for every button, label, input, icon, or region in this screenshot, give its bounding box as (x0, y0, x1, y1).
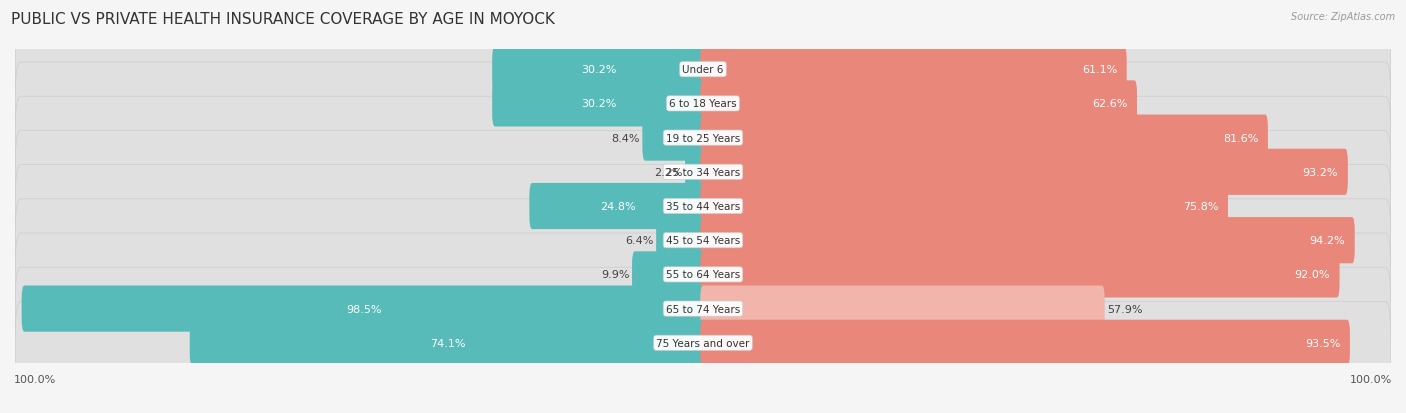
FancyBboxPatch shape (700, 252, 1340, 298)
Text: 93.5%: 93.5% (1305, 338, 1340, 348)
Text: 24.8%: 24.8% (600, 202, 636, 211)
FancyBboxPatch shape (15, 63, 1391, 145)
FancyBboxPatch shape (190, 320, 706, 366)
Text: Under 6: Under 6 (682, 65, 724, 75)
FancyBboxPatch shape (700, 320, 1350, 366)
Text: 100.0%: 100.0% (1350, 374, 1392, 384)
FancyBboxPatch shape (15, 301, 1391, 384)
FancyBboxPatch shape (700, 183, 1227, 230)
FancyBboxPatch shape (15, 233, 1391, 316)
Text: 55 to 64 Years: 55 to 64 Years (666, 270, 740, 280)
Text: 2.2%: 2.2% (654, 167, 682, 177)
Text: 8.4%: 8.4% (612, 133, 640, 143)
Text: 61.1%: 61.1% (1081, 65, 1116, 75)
FancyBboxPatch shape (15, 29, 1391, 112)
FancyBboxPatch shape (685, 150, 706, 195)
FancyBboxPatch shape (700, 115, 1268, 161)
FancyBboxPatch shape (700, 218, 1355, 263)
FancyBboxPatch shape (15, 97, 1391, 180)
FancyBboxPatch shape (492, 47, 706, 93)
Text: 93.2%: 93.2% (1303, 167, 1339, 177)
Text: 65 to 74 Years: 65 to 74 Years (666, 304, 740, 314)
FancyBboxPatch shape (700, 81, 1137, 127)
Text: 30.2%: 30.2% (581, 99, 617, 109)
Text: 6 to 18 Years: 6 to 18 Years (669, 99, 737, 109)
Text: 62.6%: 62.6% (1092, 99, 1128, 109)
Text: PUBLIC VS PRIVATE HEALTH INSURANCE COVERAGE BY AGE IN MOYOCK: PUBLIC VS PRIVATE HEALTH INSURANCE COVER… (11, 12, 555, 27)
Text: 45 to 54 Years: 45 to 54 Years (666, 236, 740, 246)
FancyBboxPatch shape (21, 286, 706, 332)
Text: 75 Years and over: 75 Years and over (657, 338, 749, 348)
FancyBboxPatch shape (633, 252, 706, 298)
Text: 57.9%: 57.9% (1108, 304, 1143, 314)
FancyBboxPatch shape (15, 131, 1391, 214)
Text: Source: ZipAtlas.com: Source: ZipAtlas.com (1291, 12, 1395, 22)
Text: 81.6%: 81.6% (1223, 133, 1258, 143)
Text: 74.1%: 74.1% (430, 338, 465, 348)
FancyBboxPatch shape (492, 81, 706, 127)
Text: 94.2%: 94.2% (1309, 236, 1346, 246)
FancyBboxPatch shape (700, 47, 1126, 93)
Text: 98.5%: 98.5% (346, 304, 381, 314)
Text: 6.4%: 6.4% (626, 236, 654, 246)
Text: 92.0%: 92.0% (1295, 270, 1330, 280)
Text: 19 to 25 Years: 19 to 25 Years (666, 133, 740, 143)
FancyBboxPatch shape (643, 115, 706, 161)
Text: 25 to 34 Years: 25 to 34 Years (666, 167, 740, 177)
FancyBboxPatch shape (15, 199, 1391, 282)
FancyBboxPatch shape (700, 286, 1105, 332)
Text: 30.2%: 30.2% (581, 65, 617, 75)
Text: 9.9%: 9.9% (600, 270, 630, 280)
Text: 75.8%: 75.8% (1182, 202, 1219, 211)
FancyBboxPatch shape (15, 165, 1391, 248)
Text: 100.0%: 100.0% (14, 374, 56, 384)
FancyBboxPatch shape (657, 218, 706, 263)
FancyBboxPatch shape (15, 268, 1391, 350)
Text: 35 to 44 Years: 35 to 44 Years (666, 202, 740, 211)
FancyBboxPatch shape (530, 183, 706, 230)
FancyBboxPatch shape (700, 150, 1348, 195)
